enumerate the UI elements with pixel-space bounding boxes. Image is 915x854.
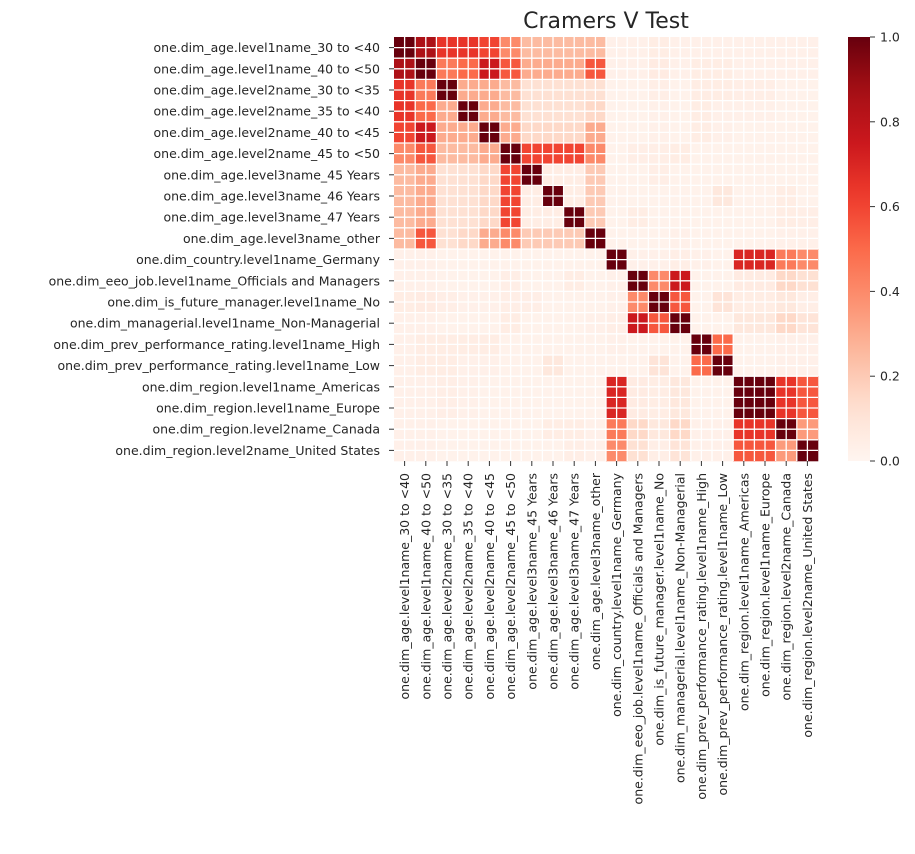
x-tick-label: one.dim_eeo_job.level1name_Officials and… [630,473,645,804]
x-tick-label: one.dim_age.level1name_40 to <50 [418,473,433,700]
x-tick-label: one.dim_age.level2name_45 to <50 [503,473,518,700]
y-tick-label: one.dim_prev_performance_rating.level1na… [53,337,380,352]
y-tick-label: one.dim_region.level1name_Americas [142,379,380,394]
x-tick-label: one.dim_age.level3name_other [588,472,603,670]
colorbar-tick-label: 0.0 [880,454,900,469]
y-tick-label: one.dim_eeo_job.level1name_Officials and… [49,273,380,288]
colorbar-tick-label: 1.0 [880,30,900,45]
x-tick-label: one.dim_age.level3name_46 Years [546,473,561,690]
x-tick-label: one.dim_country.level1name_Germany [609,472,624,716]
colorbar-tick-label: 0.8 [880,114,900,129]
x-tick-label: one.dim_age.level3name_47 Years [567,473,582,690]
colorbar-tick-label: 0.2 [880,369,900,384]
y-tick-label: one.dim_region.level2name_United States [115,443,380,458]
x-tick-label: one.dim_age.level2name_30 to <35 [440,473,455,699]
cell-gridlines [394,37,818,461]
y-tick-label: one.dim_age.level1name_40 to <50 [154,61,381,76]
y-tick-label: one.dim_is_future_manager.level1name_No [107,295,380,310]
y-tick-label: one.dim_age.level3name_45 Years [163,167,380,182]
x-tick-labels: one.dim_age.level1name_30 to <40 one.dim_… [397,461,815,804]
y-tick-label: one.dim_age.level3name_46 Years [163,189,380,204]
y-tick-label: one.dim_country.level1name_Germany [136,252,380,267]
x-tick-label: one.dim_region.level1name_Americas [736,473,751,711]
x-tick-label: one.dim_region.level2name_United States [800,473,815,738]
colorbar-ticks: 0.0 0.2 0.4 0.6 0.8 1.0 [870,30,900,469]
y-tick-label: one.dim_managerial.level1name_Non-Manage… [70,316,380,331]
y-tick-label: one.dim_age.level2name_40 to <45 [154,125,380,140]
y-tick-label: one.dim_age.level2name_45 to <50 [154,146,381,161]
x-tick-label: one.dim_is_future_manager.level1name_No [652,473,667,746]
x-tick-label: one.dim_age.level3name_45 Years [524,473,539,690]
y-tick-label: one.dim_region.level2name_Canada [152,422,380,437]
x-tick-label: one.dim_region.level1name_Europe [758,473,773,697]
chart-title: Cramers V Test [523,9,689,34]
x-tick-label: one.dim_prev_performance_rating.level1na… [715,473,730,796]
x-tick-label: one.dim_prev_performance_rating.level1na… [694,473,709,800]
x-tick-label: one.dim_age.level2name_40 to <45 [482,473,497,699]
y-tick-label: one.dim_age.level2name_30 to <35 [154,83,380,98]
colorbar-tick-label: 0.4 [880,284,900,299]
y-tick-label: one.dim_region.level1name_Europe [156,401,380,416]
colorbar-tick-label: 0.6 [880,199,900,214]
y-tick-label: one.dim_prev_performance_rating.level1na… [57,358,380,373]
y-tick-label: one.dim_age.level3name_47 Years [163,210,380,225]
y-tick-label: one.dim_age.level1name_30 to <40 [154,40,381,55]
colorbar [848,37,870,461]
x-tick-label: one.dim_age.level2name_35 to <40 [461,473,476,700]
y-tick-label: one.dim_age.level2name_35 to <40 [154,104,381,119]
x-tick-label: one.dim_managerial.level1name_Non-Manage… [673,473,688,783]
x-tick-label: one.dim_age.level1name_30 to <40 [397,473,412,700]
x-tick-label: one.dim_region.level2name_Canada [779,473,794,701]
y-tick-label: one.dim_age.level3name_other [183,231,381,246]
y-tick-labels: one.dim_age.level1name_30 to <40 one.dim_… [49,40,394,458]
